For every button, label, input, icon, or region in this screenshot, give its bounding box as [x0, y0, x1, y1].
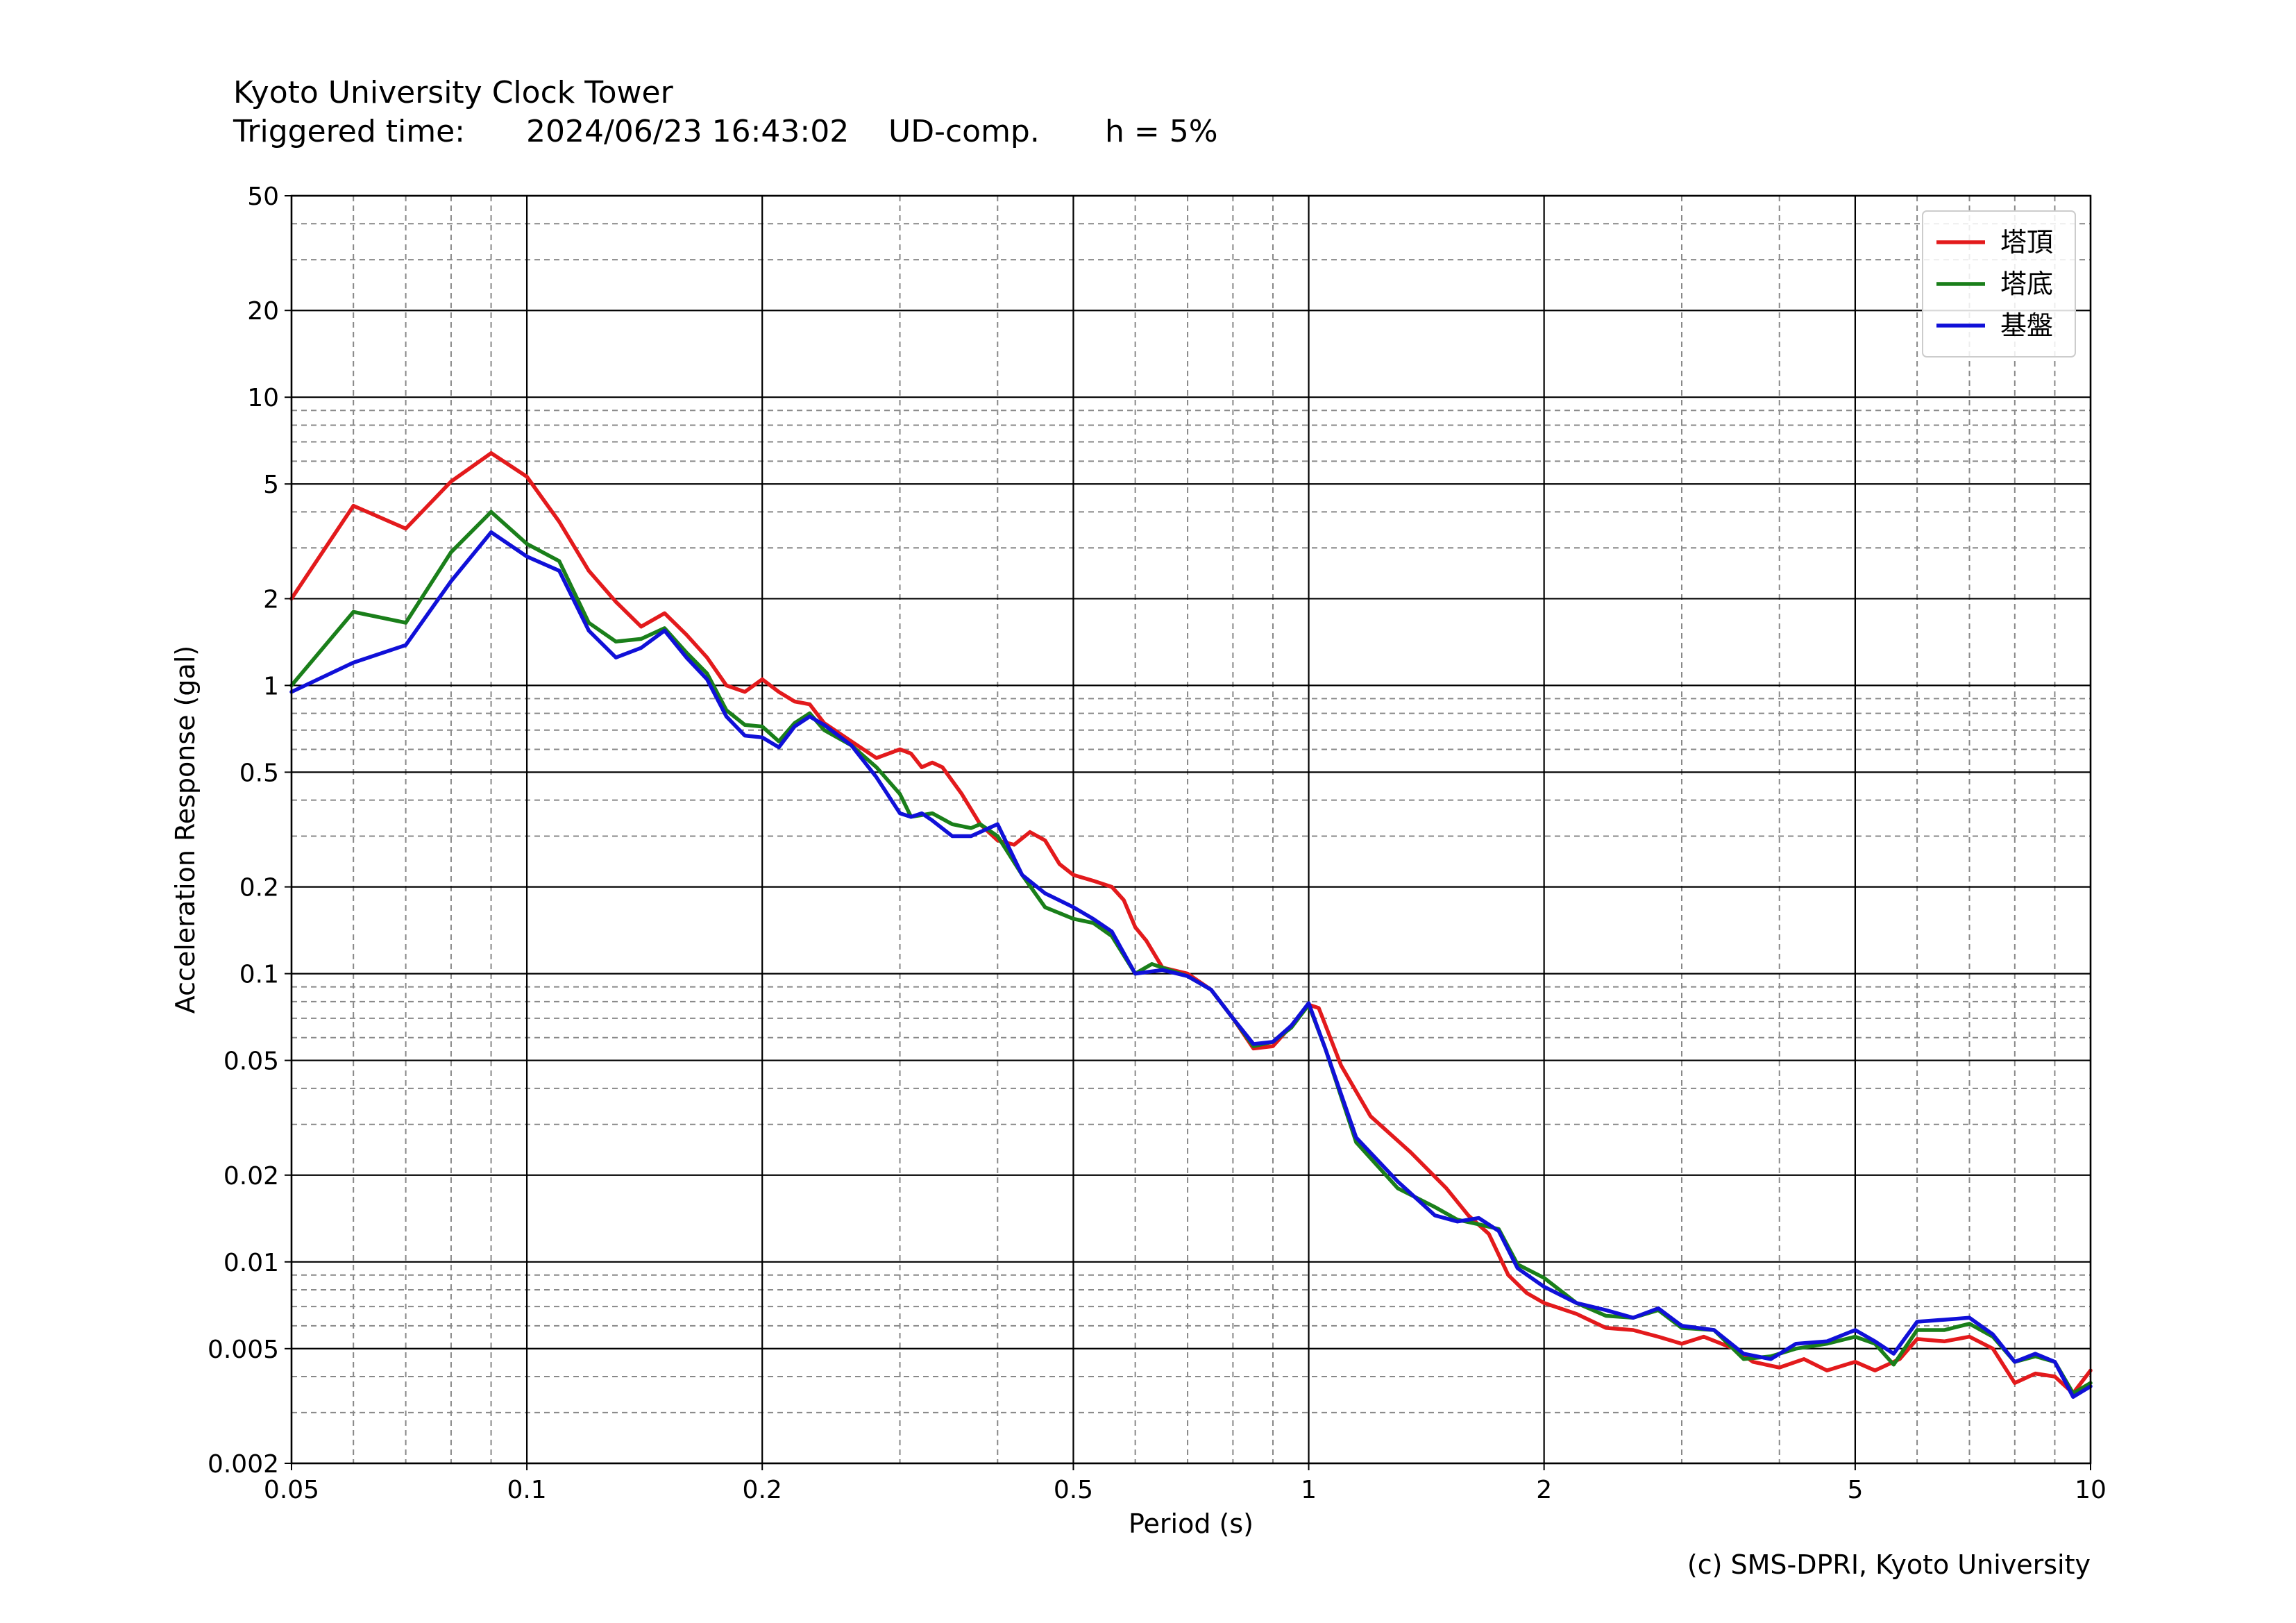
y-tick-label: 50 [247, 183, 279, 211]
y-tick-label: 1 [263, 672, 279, 700]
y-axis-label: Acceleration Response (gal) [170, 646, 201, 1014]
x-tick-label: 2 [1536, 1476, 1552, 1504]
x-tick-label: 5 [1847, 1476, 1863, 1504]
series-line-3 [289, 530, 2093, 1399]
y-tick-label: 0.1 [239, 961, 279, 989]
y-tick-label: 0.02 [223, 1162, 279, 1191]
y-tick-label: 20 [247, 297, 279, 326]
y-tick-label: 10 [247, 384, 279, 412]
damping-label: h = 5% [1105, 114, 1218, 149]
x-axis-label: Period (s) [1129, 1508, 1253, 1539]
plot-frame [290, 194, 2092, 1465]
legend-label: 塔底 [2000, 269, 2053, 299]
x-tick-label: 0.2 [743, 1476, 782, 1504]
grid-layer [290, 194, 2092, 1465]
component-label: UD-comp. [888, 114, 1040, 149]
x-tick-label: 1 [1301, 1476, 1317, 1504]
legend-label: 塔頂 [2000, 227, 2053, 258]
y-tick-label: 2 [263, 585, 279, 614]
x-tick-label: 0.5 [1054, 1476, 1093, 1504]
y-tick-label: 0.005 [208, 1336, 279, 1364]
tick-layer: 0.05 0.1 0.2 0.5 1 2 5 10 0.002 0.005 0.01 0.02 0.05… [208, 183, 2107, 1504]
x-tick-label: 0.1 [507, 1476, 546, 1504]
credit-text: (c) SMS-DPRI, Kyoto University [1687, 1549, 2091, 1580]
y-tick-label: 0.05 [223, 1048, 279, 1076]
y-tick-label: 0.002 [208, 1450, 279, 1479]
y-tick-label: 5 [263, 471, 279, 499]
series-layer [289, 451, 2093, 1399]
legend-label: 基盤 [2000, 310, 2053, 341]
x-tick-label: 0.05 [264, 1476, 319, 1504]
y-tick-label: 0.5 [239, 759, 279, 787]
series-line-1 [289, 451, 2093, 1395]
chart-title: Kyoto University Clock Tower [233, 75, 673, 110]
y-tick-label: 0.01 [223, 1249, 279, 1277]
x-tick-label: 10 [2075, 1476, 2107, 1504]
triggered-label: Triggered time: [233, 114, 465, 149]
y-tick-label: 0.2 [239, 874, 279, 902]
triggered-time: 2024/06/23 16:43:02 [526, 114, 850, 149]
legend-box [1922, 210, 2076, 358]
series-line-2 [289, 510, 2093, 1395]
